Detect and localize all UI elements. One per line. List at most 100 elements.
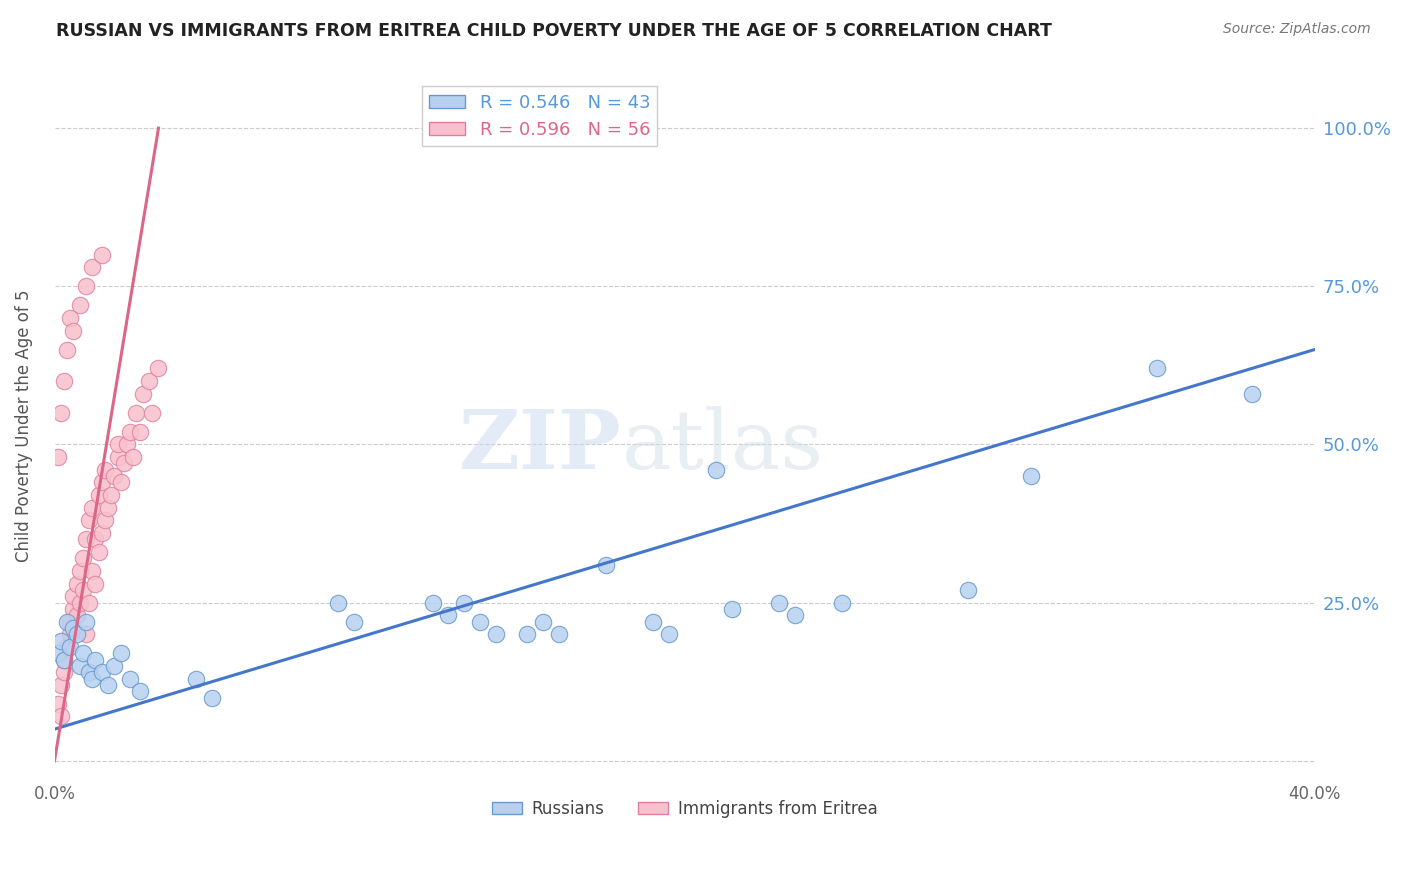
Point: [141, 406, 163, 420]
Point: [77, 596, 100, 610]
Point: [343, 615, 366, 629]
Point: [110, 475, 132, 490]
Point: [82, 672, 104, 686]
Point: [148, 361, 170, 376]
Text: Source: ZipAtlas.com: Source: ZipAtlas.com: [1223, 22, 1371, 37]
Point: [453, 596, 475, 610]
Point: [75, 279, 97, 293]
Point: [107, 450, 129, 464]
Point: [595, 558, 617, 572]
Point: [122, 450, 145, 464]
Point: [82, 260, 104, 275]
Point: [59, 310, 82, 325]
Point: [65, 627, 87, 641]
Point: [120, 672, 142, 686]
Point: [84, 652, 107, 666]
Point: [53, 652, 76, 666]
Point: [516, 627, 538, 641]
Point: [422, 596, 444, 610]
Point: [75, 615, 97, 629]
Point: [643, 615, 665, 629]
Point: [53, 652, 76, 666]
Point: [62, 621, 84, 635]
Point: [90, 247, 112, 261]
Point: [46, 450, 69, 464]
Point: [97, 678, 120, 692]
Point: [46, 646, 69, 660]
Point: [69, 298, 91, 312]
Point: [59, 615, 82, 629]
Point: [1019, 469, 1042, 483]
Text: ZIP: ZIP: [458, 407, 621, 486]
Point: [94, 463, 117, 477]
Point: [326, 596, 349, 610]
Point: [100, 488, 122, 502]
Point: [72, 582, 94, 597]
Point: [77, 513, 100, 527]
Point: [84, 533, 107, 547]
Point: [107, 437, 129, 451]
Point: [531, 615, 554, 629]
Point: [49, 678, 72, 692]
Point: [128, 425, 150, 439]
Point: [103, 658, 125, 673]
Point: [56, 615, 79, 629]
Point: [468, 615, 491, 629]
Point: [957, 582, 980, 597]
Point: [831, 596, 853, 610]
Point: [49, 709, 72, 723]
Point: [65, 608, 87, 623]
Point: [1240, 386, 1263, 401]
Point: [128, 684, 150, 698]
Point: [69, 564, 91, 578]
Point: [120, 425, 142, 439]
Point: [62, 324, 84, 338]
Point: [110, 646, 132, 660]
Point: [721, 602, 744, 616]
Point: [186, 672, 208, 686]
Point: [49, 633, 72, 648]
Point: [49, 406, 72, 420]
Point: [75, 627, 97, 641]
Point: [1146, 361, 1168, 376]
Point: [82, 500, 104, 515]
Point: [72, 646, 94, 660]
Point: [53, 374, 76, 388]
Y-axis label: Child Poverty Under the Age of 5: Child Poverty Under the Age of 5: [15, 289, 32, 562]
Text: RUSSIAN VS IMMIGRANTS FROM ERITREA CHILD POVERTY UNDER THE AGE OF 5 CORRELATION : RUSSIAN VS IMMIGRANTS FROM ERITREA CHILD…: [56, 22, 1052, 40]
Point: [46, 697, 69, 711]
Point: [87, 488, 110, 502]
Point: [768, 596, 790, 610]
Point: [115, 437, 138, 451]
Point: [53, 665, 76, 680]
Point: [132, 386, 155, 401]
Point: [138, 374, 160, 388]
Point: [484, 627, 506, 641]
Point: [125, 406, 148, 420]
Point: [201, 690, 224, 705]
Point: [112, 457, 135, 471]
Point: [69, 658, 91, 673]
Point: [103, 469, 125, 483]
Point: [90, 665, 112, 680]
Point: [77, 665, 100, 680]
Point: [72, 551, 94, 566]
Point: [59, 640, 82, 654]
Point: [90, 475, 112, 490]
Point: [547, 627, 569, 641]
Point: [84, 576, 107, 591]
Point: [87, 545, 110, 559]
Point: [56, 640, 79, 654]
Point: [75, 533, 97, 547]
Point: [62, 602, 84, 616]
Point: [62, 589, 84, 603]
Text: atlas: atlas: [621, 407, 824, 486]
Point: [783, 608, 806, 623]
Point: [94, 513, 117, 527]
Point: [704, 463, 727, 477]
Point: [69, 596, 91, 610]
Point: [90, 526, 112, 541]
Point: [437, 608, 460, 623]
Legend: Russians, Immigrants from Eritrea: Russians, Immigrants from Eritrea: [485, 793, 884, 824]
Point: [59, 627, 82, 641]
